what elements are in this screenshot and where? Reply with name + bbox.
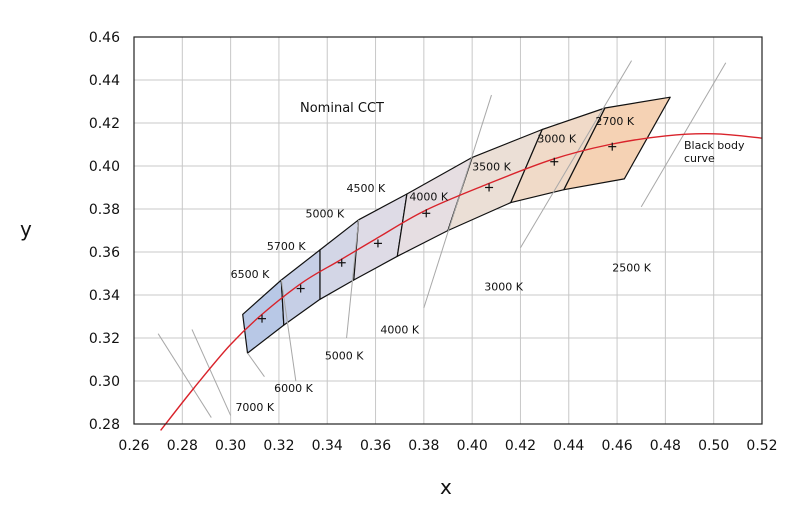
x-tick-label: 0.52	[746, 438, 777, 454]
annotation-label: 7000 K	[235, 401, 274, 414]
curve-label-line-2: curve	[684, 152, 715, 165]
annotation-label: 6000 K	[274, 382, 313, 395]
curve-label-line-1: Black body	[684, 139, 745, 152]
x-tick-label: 0.42	[505, 438, 536, 454]
nominal-point-3500k	[485, 183, 494, 192]
x-tick-label: 0.46	[601, 438, 632, 454]
x-tick-label: 0.50	[698, 438, 729, 454]
y-tick-label: 0.38	[89, 202, 120, 218]
isotemperature-line-5000k	[346, 219, 360, 339]
annotation-label: 4000 K	[380, 324, 419, 337]
annotation-label: 3500 K	[472, 160, 511, 173]
y-tick-label: 0.34	[89, 288, 120, 304]
nominal-point-5000k	[337, 258, 346, 267]
grid	[134, 37, 762, 424]
x-tick-label: 0.28	[167, 438, 198, 454]
nominal-point-5700k	[296, 284, 305, 293]
chart-title: Nominal CCT	[300, 101, 384, 116]
annotation-label: 4500 K	[347, 182, 386, 195]
y-tick-label: 0.40	[89, 159, 120, 175]
annotation-label: 2700 K	[595, 115, 634, 128]
annotation-label: 3000 K	[537, 132, 576, 145]
plot-frame	[133, 36, 763, 425]
isotemperature-line	[247, 352, 265, 377]
y-tick-label: 0.32	[89, 331, 120, 347]
y-tick-label: 0.42	[89, 116, 120, 132]
annotation-label: 5000 K	[325, 350, 364, 363]
x-tick-label: 0.38	[408, 438, 439, 454]
x-tick-label: 0.26	[118, 438, 149, 454]
nominal-point-4500k	[373, 239, 382, 248]
x-tick-labels: 0.26 0.28 0.30 0.32 0.34 0.36 0.38 0.40 0.42 0.44…	[118, 438, 777, 454]
x-tick-label: 0.30	[215, 438, 246, 454]
x-tick-label: 0.36	[360, 438, 391, 454]
isotemperature-line-3000k	[520, 60, 632, 248]
y-tick-labels: 0.28 0.30 0.32 0.34 0.36 0.38 0.40 0.42 0.44 0.46	[89, 30, 120, 433]
annotation-label: 5700 K	[267, 240, 306, 253]
nominal-point-4000k	[422, 209, 431, 218]
y-tick-label: 0.44	[89, 73, 120, 89]
nominal-points	[258, 142, 617, 323]
y-tick-label: 0.30	[89, 374, 120, 390]
y-tick-label: 0.46	[89, 30, 120, 46]
annotation-label: 6500 K	[231, 268, 270, 281]
blackbody-curve	[160, 133, 763, 431]
annotation-label: 4000 K	[409, 190, 448, 203]
nominal-point-3000k	[550, 157, 559, 166]
annotation-label: 3000 K	[484, 281, 523, 294]
nominal-point-6500k	[258, 314, 267, 323]
isotemperature-line-4000k	[423, 94, 492, 309]
y-tick-label: 0.28	[89, 417, 120, 433]
nominal-point-2700k	[608, 142, 617, 151]
y-axis-label: y	[20, 217, 32, 241]
x-tick-label: 0.48	[650, 438, 681, 454]
x-tick-label: 0.32	[263, 438, 294, 454]
y-tick-label: 0.36	[89, 245, 120, 261]
isotemperature-line	[191, 329, 232, 416]
curve-label: Black body curve	[684, 139, 748, 165]
isotemperature-line-7000k	[157, 333, 212, 418]
annotation-label: 2500 K	[612, 261, 651, 274]
x-tick-label: 0.44	[553, 438, 584, 454]
x-tick-label: 0.40	[457, 438, 488, 454]
annotation-label: 5000 K	[305, 208, 344, 221]
x-axis-label: x	[440, 475, 452, 499]
x-tick-label: 0.34	[312, 438, 343, 454]
